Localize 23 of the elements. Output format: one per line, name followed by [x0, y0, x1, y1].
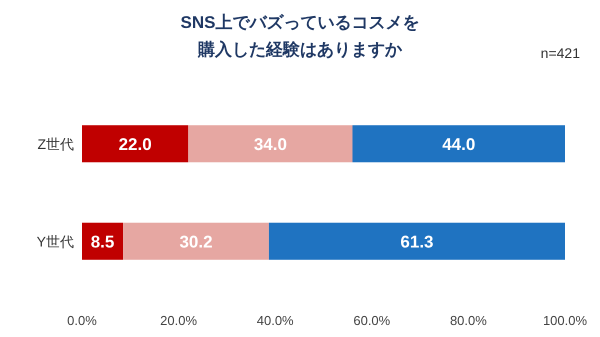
y-tick-label: Y世代 — [36, 233, 74, 250]
x-tick-label: 40.0% — [256, 313, 294, 328]
bar — [82, 222, 124, 260]
data-label: 61.3 — [400, 232, 434, 252]
chart-title: SNS上でバズっているコスメを — [180, 13, 420, 32]
text: n=421 — [540, 45, 580, 61]
bar — [352, 125, 565, 162]
x-tick-label: 0.0% — [67, 313, 98, 328]
bar — [268, 222, 565, 260]
data-label: 34.0 — [254, 134, 287, 154]
chart-subtitle: 購入した経験はありますか — [197, 40, 403, 59]
bar — [188, 125, 352, 162]
data-label: 22.0 — [118, 134, 152, 154]
x-tick-label: 100.0% — [542, 313, 588, 328]
data-label: 30.2 — [179, 232, 213, 252]
bar — [82, 125, 188, 162]
x-tick-label: 20.0% — [160, 313, 198, 328]
x-tick-label: 60.0% — [353, 313, 391, 328]
data-label: 44.0 — [442, 134, 476, 154]
bar — [123, 222, 269, 260]
data-label: 8.5 — [90, 232, 114, 252]
y-tick-label: Z世代 — [37, 136, 74, 152]
x-tick-label: 80.0% — [450, 313, 488, 328]
